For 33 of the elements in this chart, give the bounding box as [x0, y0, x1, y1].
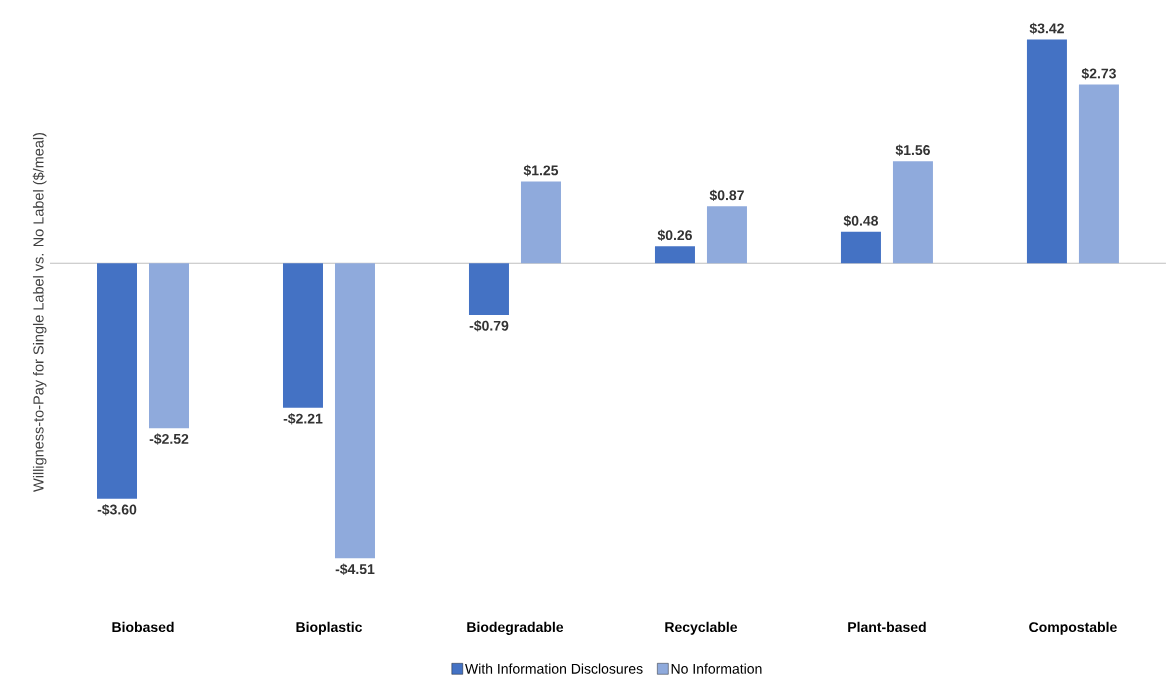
- data-label: $0.48: [843, 215, 879, 227]
- data-label: -$4.51: [335, 563, 375, 575]
- bar: [282, 263, 323, 408]
- x-tick-label: Biodegradable: [467, 621, 564, 635]
- bar: [1026, 39, 1067, 264]
- legend-label: No Information: [671, 663, 762, 674]
- data-label: -$3.60: [97, 504, 137, 516]
- bar: [149, 263, 189, 429]
- x-tick-label: Biobased: [112, 621, 174, 633]
- data-label: $0.26: [657, 229, 692, 242]
- bar: [520, 181, 561, 264]
- x-tick-label: Plant-based: [848, 621, 926, 633]
- bar: [468, 263, 509, 315]
- legend-label: With Information Disclosures: [465, 663, 643, 674]
- y-axis-title: Willigness-to-Pay for Single Label vs. No Label ($/meal): [32, 132, 47, 492]
- bar: [840, 231, 881, 264]
- data-label: -$2.21: [283, 413, 323, 425]
- x-tick-label: Compostable: [1029, 621, 1117, 635]
- data-label: -$0.79: [469, 320, 509, 332]
- data-label: $1.56: [895, 144, 930, 156]
- data-label: $0.87: [709, 189, 744, 202]
- data-label: -$2.52: [149, 433, 189, 445]
- bar: [654, 246, 695, 264]
- x-tick-label: Bioplastic: [296, 621, 363, 635]
- x-tick-label: Recyclable: [665, 621, 738, 635]
- data-label: $2.73: [1081, 67, 1116, 80]
- bar: [97, 263, 137, 499]
- bar: [1078, 84, 1119, 264]
- bar: [892, 161, 933, 264]
- data-label: $1.25: [523, 164, 559, 177]
- bar: [334, 263, 375, 559]
- data-label: $3.42: [1029, 22, 1064, 35]
- bar: [706, 206, 747, 264]
